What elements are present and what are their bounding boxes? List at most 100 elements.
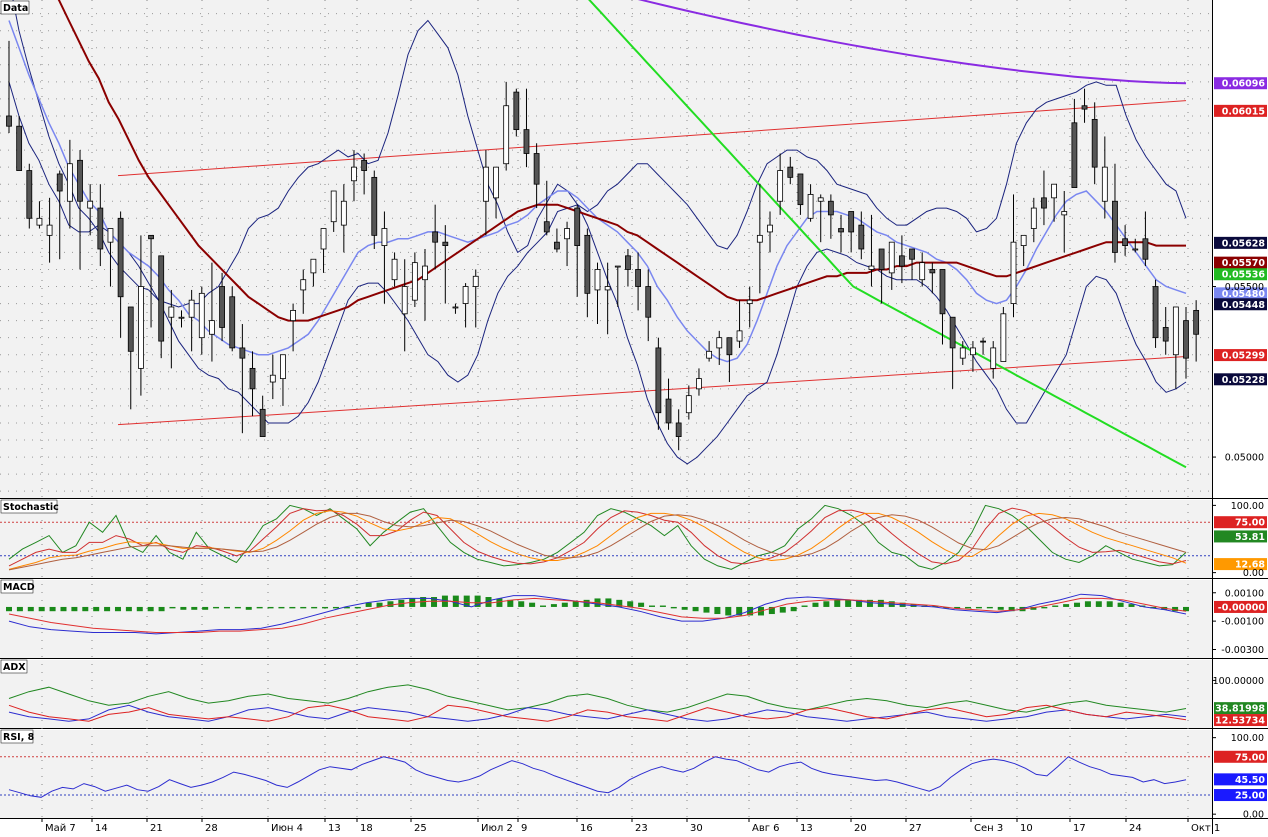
macd-histogram-bar xyxy=(49,606,56,612)
bullish-candle xyxy=(1172,306,1179,356)
bearish-candle xyxy=(229,296,236,349)
bullish-candle xyxy=(1010,241,1017,304)
price-value-tag-label: 0.05480 xyxy=(1222,289,1266,300)
macd-histogram-bar xyxy=(234,606,241,609)
macd-histogram-bar xyxy=(638,602,645,607)
macd-histogram-bar xyxy=(431,597,438,607)
macd-histogram-bar xyxy=(1117,602,1124,607)
bearish-candle xyxy=(117,217,124,298)
bearish-candle xyxy=(1091,118,1098,168)
price-value-tag: 0.05480 xyxy=(1214,287,1267,300)
bullish-candle xyxy=(168,306,175,318)
x-tick-label: 18 xyxy=(360,823,373,834)
x-tick-label: 24 xyxy=(1129,823,1142,834)
bullish-candle xyxy=(107,228,114,243)
x-tick-label: 17 xyxy=(1073,823,1086,834)
price-value-tag: 0.05536 xyxy=(1214,268,1267,281)
price-value-tag: 0.05628 xyxy=(1214,236,1267,249)
macd-value-tag: -0.00000 xyxy=(1214,600,1267,613)
bullish-candle xyxy=(1132,248,1139,251)
bearish-candle xyxy=(523,129,530,154)
macd-histogram-bar xyxy=(16,606,23,612)
macd-histogram-bar xyxy=(954,606,961,609)
bullish-candle xyxy=(320,228,327,250)
macd-histogram-bar xyxy=(202,606,209,610)
bullish-candle xyxy=(807,194,814,219)
macd-histogram-bar xyxy=(191,606,198,610)
x-tick-label: 16 xyxy=(580,823,593,834)
macd-y-tick-label: -0.00100 xyxy=(1221,617,1264,628)
bullish-candle xyxy=(1020,234,1027,246)
macd-histogram-bar xyxy=(790,606,797,612)
bullish-candle xyxy=(411,262,418,301)
macd-histogram-bar xyxy=(648,605,655,607)
macd-histogram-bar xyxy=(376,602,383,607)
stochastic-line-4 xyxy=(8,512,1187,571)
bearish-candle xyxy=(625,255,631,270)
stochastic-value-tag-label: 12.68 xyxy=(1235,560,1265,571)
macd-histogram-bar xyxy=(245,606,252,610)
bearish-candle xyxy=(848,211,855,233)
macd-histogram-bar xyxy=(485,597,492,607)
macd-histogram-bar xyxy=(605,598,612,607)
x-tick-label: 25 xyxy=(414,823,427,834)
bullish-candle xyxy=(290,309,297,322)
bollinger-lower-band xyxy=(8,81,1187,465)
bearish-candle xyxy=(584,234,591,294)
macd-histogram-bar xyxy=(474,595,481,607)
bearish-candle xyxy=(858,224,865,250)
adx-value-tag-label: 38.81998 xyxy=(1215,704,1265,715)
bullish-candle xyxy=(1061,211,1068,216)
macd-histogram-bar xyxy=(659,605,666,607)
bullish-candle xyxy=(209,320,215,335)
bullish-candle xyxy=(756,234,763,243)
svg-text:MACD: MACD xyxy=(3,582,35,593)
macd-histogram-bar xyxy=(169,606,176,609)
bullish-candle xyxy=(493,166,499,199)
bullish-candle xyxy=(36,217,43,226)
macd-histogram-bar xyxy=(60,606,67,612)
bullish-candle xyxy=(503,105,510,165)
bearish-candle xyxy=(1142,238,1149,260)
macd-histogram-bar xyxy=(104,606,111,612)
bearish-candle xyxy=(249,367,256,390)
bullish-candle xyxy=(300,279,307,291)
price-value-tag-label: 0.05628 xyxy=(1222,238,1266,249)
bullish-candle xyxy=(777,170,784,202)
bullish-candle xyxy=(340,200,347,226)
panel-bg-rsi xyxy=(0,730,1212,818)
macd-histogram-bar xyxy=(136,606,143,612)
macd-histogram-bar xyxy=(703,606,710,613)
adx-value-tag: 12.53734 xyxy=(1214,714,1267,727)
macd-histogram-bar xyxy=(1063,604,1070,607)
adx-y-tick-label: 100.00000 xyxy=(1213,676,1264,687)
bearish-candle xyxy=(1112,200,1118,253)
panel-bg-macd xyxy=(0,580,1212,658)
macd-histogram-bar xyxy=(1106,601,1113,607)
stochastic-y-tick-label: 0.00 xyxy=(1243,568,1264,579)
bearish-candle xyxy=(239,347,246,359)
macd-histogram-bar xyxy=(975,606,982,609)
stochastic-value-tag: 12.68 xyxy=(1214,558,1267,571)
x-tick-label: 10 xyxy=(1020,823,1033,834)
price-value-tag: 0.06096 xyxy=(1214,77,1267,90)
x-tick-label: 13 xyxy=(800,823,813,834)
bearish-candle xyxy=(219,286,225,328)
price-value-tag: 0.05228 xyxy=(1214,373,1267,386)
macd-histogram-bar xyxy=(223,606,230,609)
macd-histogram-bar xyxy=(540,605,547,607)
x-tick-label: 21 xyxy=(150,823,163,834)
macd-y-tick-label: -0.00300 xyxy=(1221,645,1264,656)
x-tick-label: 13 xyxy=(328,823,341,834)
x-tick-label: Июл 2 xyxy=(481,823,513,834)
svg-text:Stochastic: Stochastic xyxy=(3,502,59,513)
macd-histogram-bar xyxy=(365,602,372,607)
x-tick-label: 30 xyxy=(690,823,703,834)
bullish-candle xyxy=(888,241,895,274)
macd-histogram-bar xyxy=(529,602,536,607)
macd-histogram-bar xyxy=(561,602,568,607)
price-value-tag-label: 0.05570 xyxy=(1222,258,1266,269)
bearish-candle xyxy=(56,173,63,192)
bearish-candle xyxy=(148,234,154,240)
